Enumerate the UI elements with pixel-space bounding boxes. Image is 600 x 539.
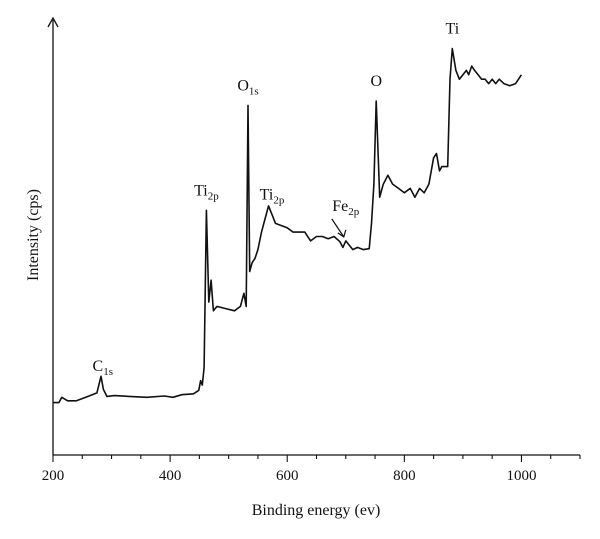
peak-label-ti: Ti	[446, 21, 460, 38]
peak-label-ti2p-b: Ti2p	[260, 187, 285, 207]
peak-label-fe2p: Fe2p	[332, 198, 360, 218]
spectrum-line	[53, 47, 523, 404]
x-axis-tick-labels: 200 400 600 800 1000	[42, 468, 537, 484]
x-tick-label: 200	[42, 468, 65, 484]
peak-label-o: O	[370, 73, 382, 90]
x-tick-label: 800	[393, 468, 416, 484]
x-tick-label: 1000	[506, 468, 536, 484]
peak-label-c1s: C1s	[93, 358, 113, 378]
x-tick-label: 400	[159, 468, 182, 484]
y-axis-arrow-icon	[47, 16, 59, 28]
chart-axes	[47, 16, 580, 456]
x-tick-label: 600	[276, 468, 299, 484]
peak-label-ti2p-a: Ti2p	[194, 182, 219, 202]
arrow-head-icon	[337, 229, 347, 238]
x-axis-title: Binding energy (ev)	[252, 502, 381, 519]
y-axis-title: Intensity (cps)	[25, 189, 42, 281]
peak-label-o1s: O1s	[237, 77, 258, 97]
peak-annotations: C1s Ti2p O1s Ti2p Fe2p O Ti	[93, 21, 460, 379]
fe2p-pointer-arrow	[331, 218, 345, 238]
x-axis-ticks	[52, 455, 581, 462]
